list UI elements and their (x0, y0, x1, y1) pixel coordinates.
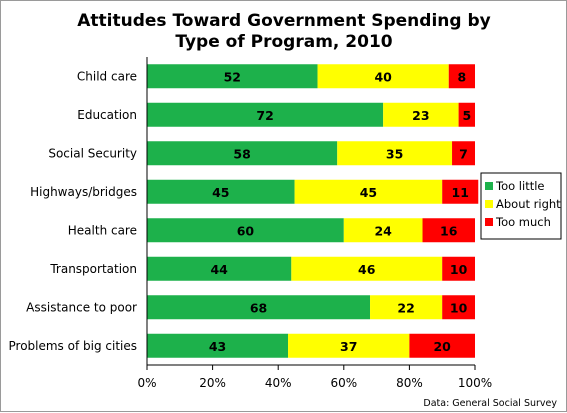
bar-segment (147, 141, 338, 166)
x-tick-label: 0% (137, 376, 156, 390)
bar-segment (422, 218, 475, 243)
bar-segment (343, 218, 423, 243)
category-labels: Child care Education Social Security Highwa… (9, 69, 138, 353)
category-label: Problems of big cities (9, 339, 138, 353)
x-tick-label: 20% (199, 376, 226, 390)
chart-title-line-1: Attitudes Toward Government Spending by (77, 11, 490, 31)
data-label: 35 (386, 146, 403, 161)
data-label: 11 (452, 185, 469, 200)
bar-segment (317, 64, 449, 89)
data-label: 20 (433, 339, 451, 354)
data-label: 45 (212, 185, 229, 200)
data-label: 5 (462, 108, 471, 123)
category-label: Assistance to poor (26, 300, 137, 314)
bar-segment (147, 333, 289, 358)
data-label: 44 (210, 262, 228, 277)
x-axis: 0% 20% 40% 60% 80% 100% (137, 57, 492, 390)
category-label: Transportation (49, 262, 137, 276)
data-label: 37 (340, 339, 357, 354)
category-label: Child care (77, 69, 137, 83)
bar-segment (147, 218, 344, 243)
bar-segment (288, 333, 410, 358)
legend-swatch (485, 182, 493, 190)
legend-label: Too little (495, 179, 544, 193)
bar-segment (442, 295, 475, 320)
data-label: 40 (374, 69, 392, 84)
category-label: Highways/bridges (30, 185, 137, 199)
data-label: 16 (440, 223, 458, 238)
bar-segment (409, 333, 475, 358)
data-label: 46 (358, 262, 376, 277)
data-label: 52 (224, 69, 241, 84)
category-label: Health care (68, 223, 137, 237)
data-label: 58 (233, 146, 250, 161)
legend-swatch (485, 200, 493, 208)
data-label: 72 (256, 108, 273, 123)
x-tick-label: 60% (330, 376, 357, 390)
data-label: 45 (360, 185, 377, 200)
bar-segment (442, 179, 479, 204)
data-label: 22 (397, 300, 414, 315)
x-tick-label: 40% (265, 376, 292, 390)
data-label: 10 (450, 262, 468, 277)
legend-swatch (485, 218, 493, 226)
data-label: 68 (250, 300, 267, 315)
x-tick-label: 80% (396, 376, 423, 390)
data-label: 8 (458, 69, 467, 84)
data-label: 23 (412, 108, 429, 123)
bar-segment (370, 295, 443, 320)
legend: Too little About right Too much (480, 172, 562, 240)
bar-segment (147, 295, 371, 320)
bar-segment (147, 256, 292, 281)
bar-segment (383, 102, 459, 127)
data-label: 24 (374, 223, 392, 238)
x-tick-label: 100% (458, 376, 492, 390)
bar-segment (448, 64, 475, 89)
legend-label: Too much (495, 215, 551, 229)
data-label: 43 (209, 339, 226, 354)
bar-segment (294, 179, 443, 204)
bar-segment (147, 179, 295, 204)
bar-segment (452, 141, 475, 166)
bar-segment (291, 256, 443, 281)
data-label: 10 (450, 300, 468, 315)
bar-segment (147, 102, 384, 127)
legend-box (480, 172, 562, 240)
category-label: Social Security (48, 146, 137, 160)
bar-segment (147, 64, 318, 89)
legend-label: About right (496, 197, 561, 211)
bar-segment (442, 256, 475, 281)
data-label: 7 (459, 146, 468, 161)
data-label: 60 (237, 223, 255, 238)
bars-group: 52 40 8 72 23 5 58 35 7 45 45 11 60 24 16 44 46 10 68 22 10 4… (147, 64, 479, 358)
bar-segment (337, 141, 453, 166)
bar-segment (458, 102, 475, 127)
source-note: Data: General Social Survey (423, 398, 557, 409)
category-label: Education (77, 108, 137, 122)
chart-title-line-2: Type of Program, 2010 (175, 32, 392, 52)
